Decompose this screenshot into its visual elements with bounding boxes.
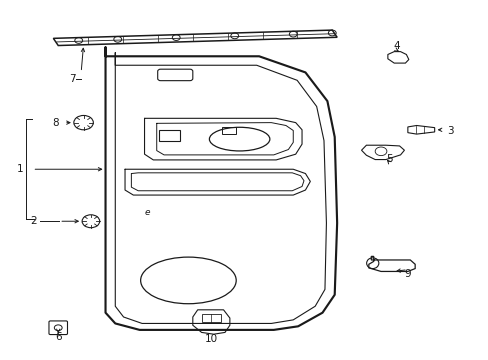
- Text: 7: 7: [69, 74, 76, 84]
- Text: e: e: [144, 208, 149, 217]
- Text: 6: 6: [55, 332, 61, 342]
- Text: 3: 3: [446, 126, 453, 135]
- Text: 5: 5: [386, 154, 392, 164]
- Bar: [201, 314, 221, 321]
- Text: 1: 1: [17, 164, 23, 174]
- Text: 10: 10: [204, 333, 218, 343]
- Bar: [159, 130, 179, 140]
- Text: 8: 8: [52, 118, 59, 128]
- Text: 9: 9: [404, 269, 410, 279]
- Text: 2: 2: [30, 216, 37, 226]
- Text: 4: 4: [392, 41, 399, 50]
- Bar: [221, 127, 236, 134]
